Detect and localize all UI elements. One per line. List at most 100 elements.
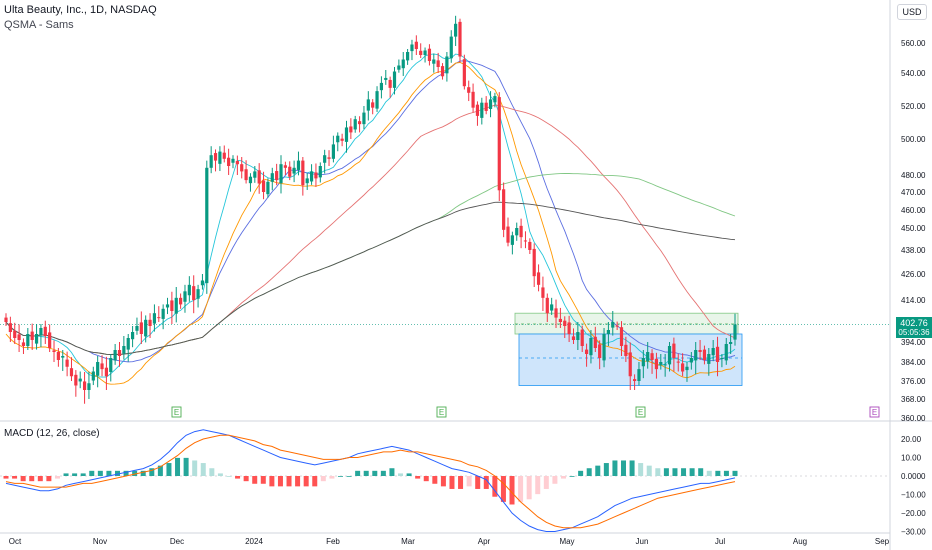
candle-body: [275, 171, 279, 181]
macd-histogram-bar: [552, 476, 558, 484]
candle-body: [135, 326, 139, 331]
macd-histogram-bar: [526, 476, 532, 500]
currency-label[interactable]: USD: [897, 4, 927, 20]
macd-histogram-bar: [569, 476, 575, 477]
candle-body: [213, 153, 218, 161]
candle-body: [637, 369, 641, 381]
candle-body: [244, 169, 248, 181]
candle-body: [550, 304, 554, 311]
candle-body: [419, 50, 423, 55]
earnings-marker-label: E: [638, 408, 643, 417]
candle-body: [462, 59, 466, 87]
candle-body: [61, 356, 65, 358]
earnings-marker-label: E: [872, 408, 877, 417]
candle-body: [423, 50, 427, 55]
ma-fast-line: [5, 53, 736, 378]
candle-body: [598, 344, 602, 358]
earnings-marker: [869, 406, 880, 418]
candle-body: [331, 144, 335, 159]
macd-histogram-bar: [37, 476, 43, 482]
candle-body: [602, 334, 606, 361]
candle-body: [584, 349, 589, 354]
x-tick-label: May: [559, 537, 574, 546]
candle-body: [96, 362, 100, 376]
macd-histogram-bar: [260, 476, 266, 484]
candle-body: [340, 138, 344, 141]
macd-histogram-bar: [715, 470, 721, 476]
candle-body: [26, 334, 30, 346]
candle-body: [410, 44, 414, 52]
macd-histogram-bar: [72, 473, 78, 476]
earnings-marker: [436, 406, 447, 418]
macd-histogram-bar: [466, 476, 472, 487]
candle-body: [593, 336, 597, 348]
macd-histogram-bar: [706, 470, 712, 476]
macd-histogram-bar: [621, 460, 627, 476]
candle-body: [646, 352, 650, 362]
candle-body: [563, 320, 567, 326]
candle-body: [126, 338, 130, 350]
candle-body: [318, 166, 322, 178]
candle-body: [109, 358, 113, 372]
macd-histogram-bar: [663, 468, 669, 476]
candle-body: [589, 338, 593, 356]
macd-histogram-bar: [406, 473, 412, 476]
candle-body: [192, 286, 196, 300]
indicator-label[interactable]: QSMA - Sams: [4, 19, 74, 31]
candle-body: [253, 171, 257, 178]
macd-histogram-bar: [123, 470, 129, 476]
candle-body: [580, 329, 584, 346]
y-tick-label: 560.00: [901, 39, 926, 48]
y-tick-label: 394.00: [901, 338, 926, 347]
macd-histogram-bar: [320, 476, 326, 482]
candle-body: [227, 157, 231, 166]
macd-histogram-bar: [372, 470, 378, 476]
candle-body: [445, 56, 449, 74]
candle-body: [406, 52, 410, 61]
candle-body: [510, 235, 514, 245]
candle-body: [702, 349, 707, 360]
macd-histogram-bar: [535, 476, 541, 495]
earnings-marker-label: E: [439, 408, 444, 417]
macd-histogram-bar: [500, 476, 506, 502]
candle-body: [17, 334, 21, 340]
candle-body: [506, 226, 510, 243]
candle-body: [619, 327, 624, 346]
candle-body: [414, 41, 418, 49]
candle-body: [659, 362, 663, 365]
chart-title: Ulta Beauty, Inc., 1D, NASDAQ: [4, 4, 157, 16]
macd-histogram-bar: [672, 468, 678, 476]
candle-body: [222, 152, 226, 159]
candle-body: [519, 225, 523, 238]
x-tick-label: Nov: [93, 537, 107, 546]
candle-body: [78, 378, 82, 382]
y-tick-label: 450.00: [901, 224, 926, 233]
macd-histogram-bar: [166, 463, 172, 476]
candle-body: [144, 319, 148, 337]
candle-body: [694, 350, 698, 361]
y-tick-label: 500.00: [901, 135, 926, 144]
macd-tick-label: −10.00: [901, 491, 926, 500]
candle-body: [628, 352, 632, 377]
candle-body: [558, 318, 562, 322]
candle-body: [34, 334, 39, 344]
candle-body: [711, 348, 715, 356]
macd-histogram-bar: [595, 465, 601, 476]
x-tick-label: Oct: [9, 537, 22, 546]
candle-body: [82, 381, 87, 390]
candle-body: [336, 135, 340, 143]
macd-histogram-bar: [312, 476, 318, 487]
candle-body: [235, 160, 239, 165]
candle-body: [170, 300, 174, 311]
candle-body: [576, 332, 580, 340]
macd-histogram-bar: [175, 457, 181, 476]
candle-body: [288, 166, 292, 177]
candle-body: [327, 157, 331, 159]
candle-body: [523, 240, 528, 242]
candle-body: [117, 350, 122, 356]
candle-body: [689, 358, 693, 363]
macd-histogram-bar: [518, 476, 524, 502]
macd-histogram-bar: [29, 476, 35, 482]
macd-label[interactable]: MACD (12, 26, close): [4, 428, 100, 439]
